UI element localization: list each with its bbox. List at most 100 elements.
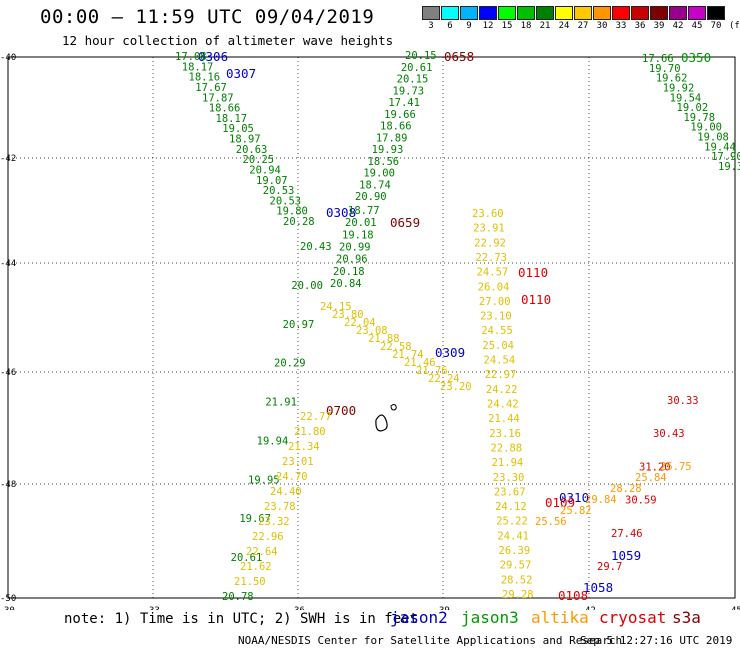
track-time-label: 1059 bbox=[611, 548, 641, 563]
wave-height-value: 28.28 bbox=[610, 483, 642, 495]
page-subtitle: 12 hour collection of altimeter wave hei… bbox=[62, 33, 394, 48]
wave-height-value: 23.60 bbox=[472, 208, 504, 220]
wave-height-value: 30.33 bbox=[667, 395, 699, 407]
wave-height-value: 20.94 bbox=[249, 164, 281, 176]
wave-height-value: 24.22 bbox=[486, 384, 518, 396]
track-time-label: 0109 bbox=[545, 495, 575, 510]
wave-height-value: 19.70 bbox=[649, 63, 681, 75]
wave-height-value: 31.20 bbox=[639, 461, 671, 473]
legend-label: 6 bbox=[447, 21, 453, 31]
latitude-label: -42 bbox=[0, 154, 16, 164]
track-time-label: 0309 bbox=[435, 345, 465, 360]
wave-height-value: 20.97 bbox=[283, 319, 315, 331]
wave-height-value: 17.08 bbox=[175, 51, 207, 63]
legend-label: 9 bbox=[466, 21, 472, 31]
wave-height-value: 24.42 bbox=[487, 399, 519, 411]
wave-height-value: 21.46 bbox=[404, 357, 436, 369]
wave-height-value: 23.10 bbox=[480, 311, 512, 323]
legend-label: 45 bbox=[691, 21, 703, 31]
wave-height-value: 20.00 bbox=[291, 280, 323, 292]
wave-height-value: 20.90 bbox=[355, 191, 387, 203]
legend-swatch bbox=[631, 6, 649, 20]
wave-height-value: 19.05 bbox=[222, 123, 254, 135]
wave-height-value: 21.88 bbox=[368, 333, 400, 345]
wave-height-value: 20.84 bbox=[330, 278, 362, 290]
legend-label: 42 bbox=[672, 21, 684, 31]
wave-height-value: 25.84 bbox=[635, 472, 667, 484]
wave-height-value: 23.20 bbox=[440, 381, 472, 393]
wave-height-value: 20.53 bbox=[270, 195, 302, 207]
wave-height-value: 19.02 bbox=[677, 102, 709, 114]
page-title: 00:00 – 11:59 UTC 09/04/2019 bbox=[40, 6, 375, 28]
wave-height-value: 23.08 bbox=[356, 325, 388, 337]
wave-height-value: 20.61 bbox=[401, 62, 433, 74]
longitude-label: 33 bbox=[149, 606, 160, 610]
wave-height-value: 29.84 bbox=[585, 494, 617, 506]
wave-height-value: 24.70 bbox=[276, 471, 308, 483]
latitude-label: -44 bbox=[0, 259, 16, 269]
wave-height-value: 25.82 bbox=[560, 505, 592, 517]
wave-height-value: 20.96 bbox=[336, 254, 368, 266]
legend-swatch bbox=[536, 6, 554, 20]
wave-height-value: 21.76 bbox=[416, 365, 448, 377]
wave-height-value: 22.77 bbox=[300, 411, 332, 423]
wave-height-value: 24.55 bbox=[481, 325, 513, 337]
track-time-label: 0110 bbox=[521, 292, 551, 307]
track-time-label: 0700 bbox=[326, 403, 356, 418]
wave-height-value: 19.00 bbox=[363, 168, 395, 180]
wave-height-value: 17.66 bbox=[642, 53, 674, 65]
wave-height-value: 29.28 bbox=[502, 589, 534, 601]
footer-note: note: 1) Time is in UTC; 2) SWH is in fe… bbox=[64, 611, 419, 627]
wave-height-value: 19.3 bbox=[718, 161, 740, 173]
wave-height-value: 18.97 bbox=[229, 134, 261, 146]
wave-height-value: 18.17 bbox=[182, 61, 214, 73]
legend-label: 33 bbox=[615, 21, 627, 31]
wave-height-value: 18.17 bbox=[216, 113, 248, 125]
track-time-label: 1058 bbox=[583, 580, 613, 595]
wave-height-value: 17.67 bbox=[195, 82, 227, 94]
wave-height-value: 19.80 bbox=[276, 206, 308, 218]
wave-height-value: 20.28 bbox=[283, 216, 315, 228]
wave-height-value: 19.93 bbox=[372, 144, 404, 156]
island-outline bbox=[375, 414, 388, 432]
wave-height-value: 21.91 bbox=[265, 397, 297, 409]
wave-height-value: 20.15 bbox=[397, 74, 429, 86]
wave-height-value: 17.90 bbox=[711, 151, 740, 163]
wave-height-value: 24.40 bbox=[270, 486, 302, 498]
wave-height-value: 26.39 bbox=[499, 545, 531, 557]
wave-height-value: 22.96 bbox=[252, 531, 284, 543]
wave-height-value: 24.41 bbox=[497, 530, 529, 542]
wave-height-value: 23.16 bbox=[489, 428, 521, 440]
wave-height-value: 20.25 bbox=[243, 154, 275, 166]
wave-height-value: 20.53 bbox=[263, 185, 295, 197]
wave-height-value: 30.59 bbox=[625, 495, 657, 507]
legend-label: 70 bbox=[710, 21, 722, 31]
wave-height-value: 18.66 bbox=[209, 103, 241, 115]
wave-height-value: 30.43 bbox=[653, 428, 685, 440]
legend-swatch bbox=[650, 6, 668, 20]
wave-height-value: 22.04 bbox=[344, 317, 376, 329]
wave-height-value: 22.97 bbox=[485, 369, 517, 381]
wave-height-value: 18.66 bbox=[380, 121, 412, 133]
longitude-label: 36 bbox=[294, 606, 305, 610]
wave-height-value: 18.77 bbox=[348, 205, 380, 217]
wave-height-value: 24.54 bbox=[484, 355, 516, 367]
latitude-label: -50 bbox=[0, 594, 16, 604]
wave-height-value: 20.43 bbox=[300, 241, 332, 253]
legend-swatch bbox=[574, 6, 592, 20]
legend-label: 39 bbox=[653, 21, 665, 31]
legend-label: 12 bbox=[482, 21, 494, 31]
wave-height-value: 18.56 bbox=[368, 156, 400, 168]
wave-height-value: 28.52 bbox=[501, 574, 533, 586]
wave-height-value: 23.67 bbox=[494, 486, 526, 498]
wave-height-value: 29.7 bbox=[597, 561, 622, 573]
wave-height-value: 18.16 bbox=[189, 72, 221, 84]
legend-label: 3 bbox=[428, 21, 434, 31]
wave-height-value: 19.67 bbox=[239, 513, 271, 525]
wave-height-value: 26.04 bbox=[478, 281, 510, 293]
track-time-label: 0350 bbox=[681, 50, 711, 65]
wave-height-value: 17.89 bbox=[376, 132, 408, 144]
wave-height-value: 20.18 bbox=[333, 266, 365, 278]
wave-height-value: 18.74 bbox=[359, 179, 391, 191]
wave-height-value: 21.74 bbox=[392, 349, 424, 361]
